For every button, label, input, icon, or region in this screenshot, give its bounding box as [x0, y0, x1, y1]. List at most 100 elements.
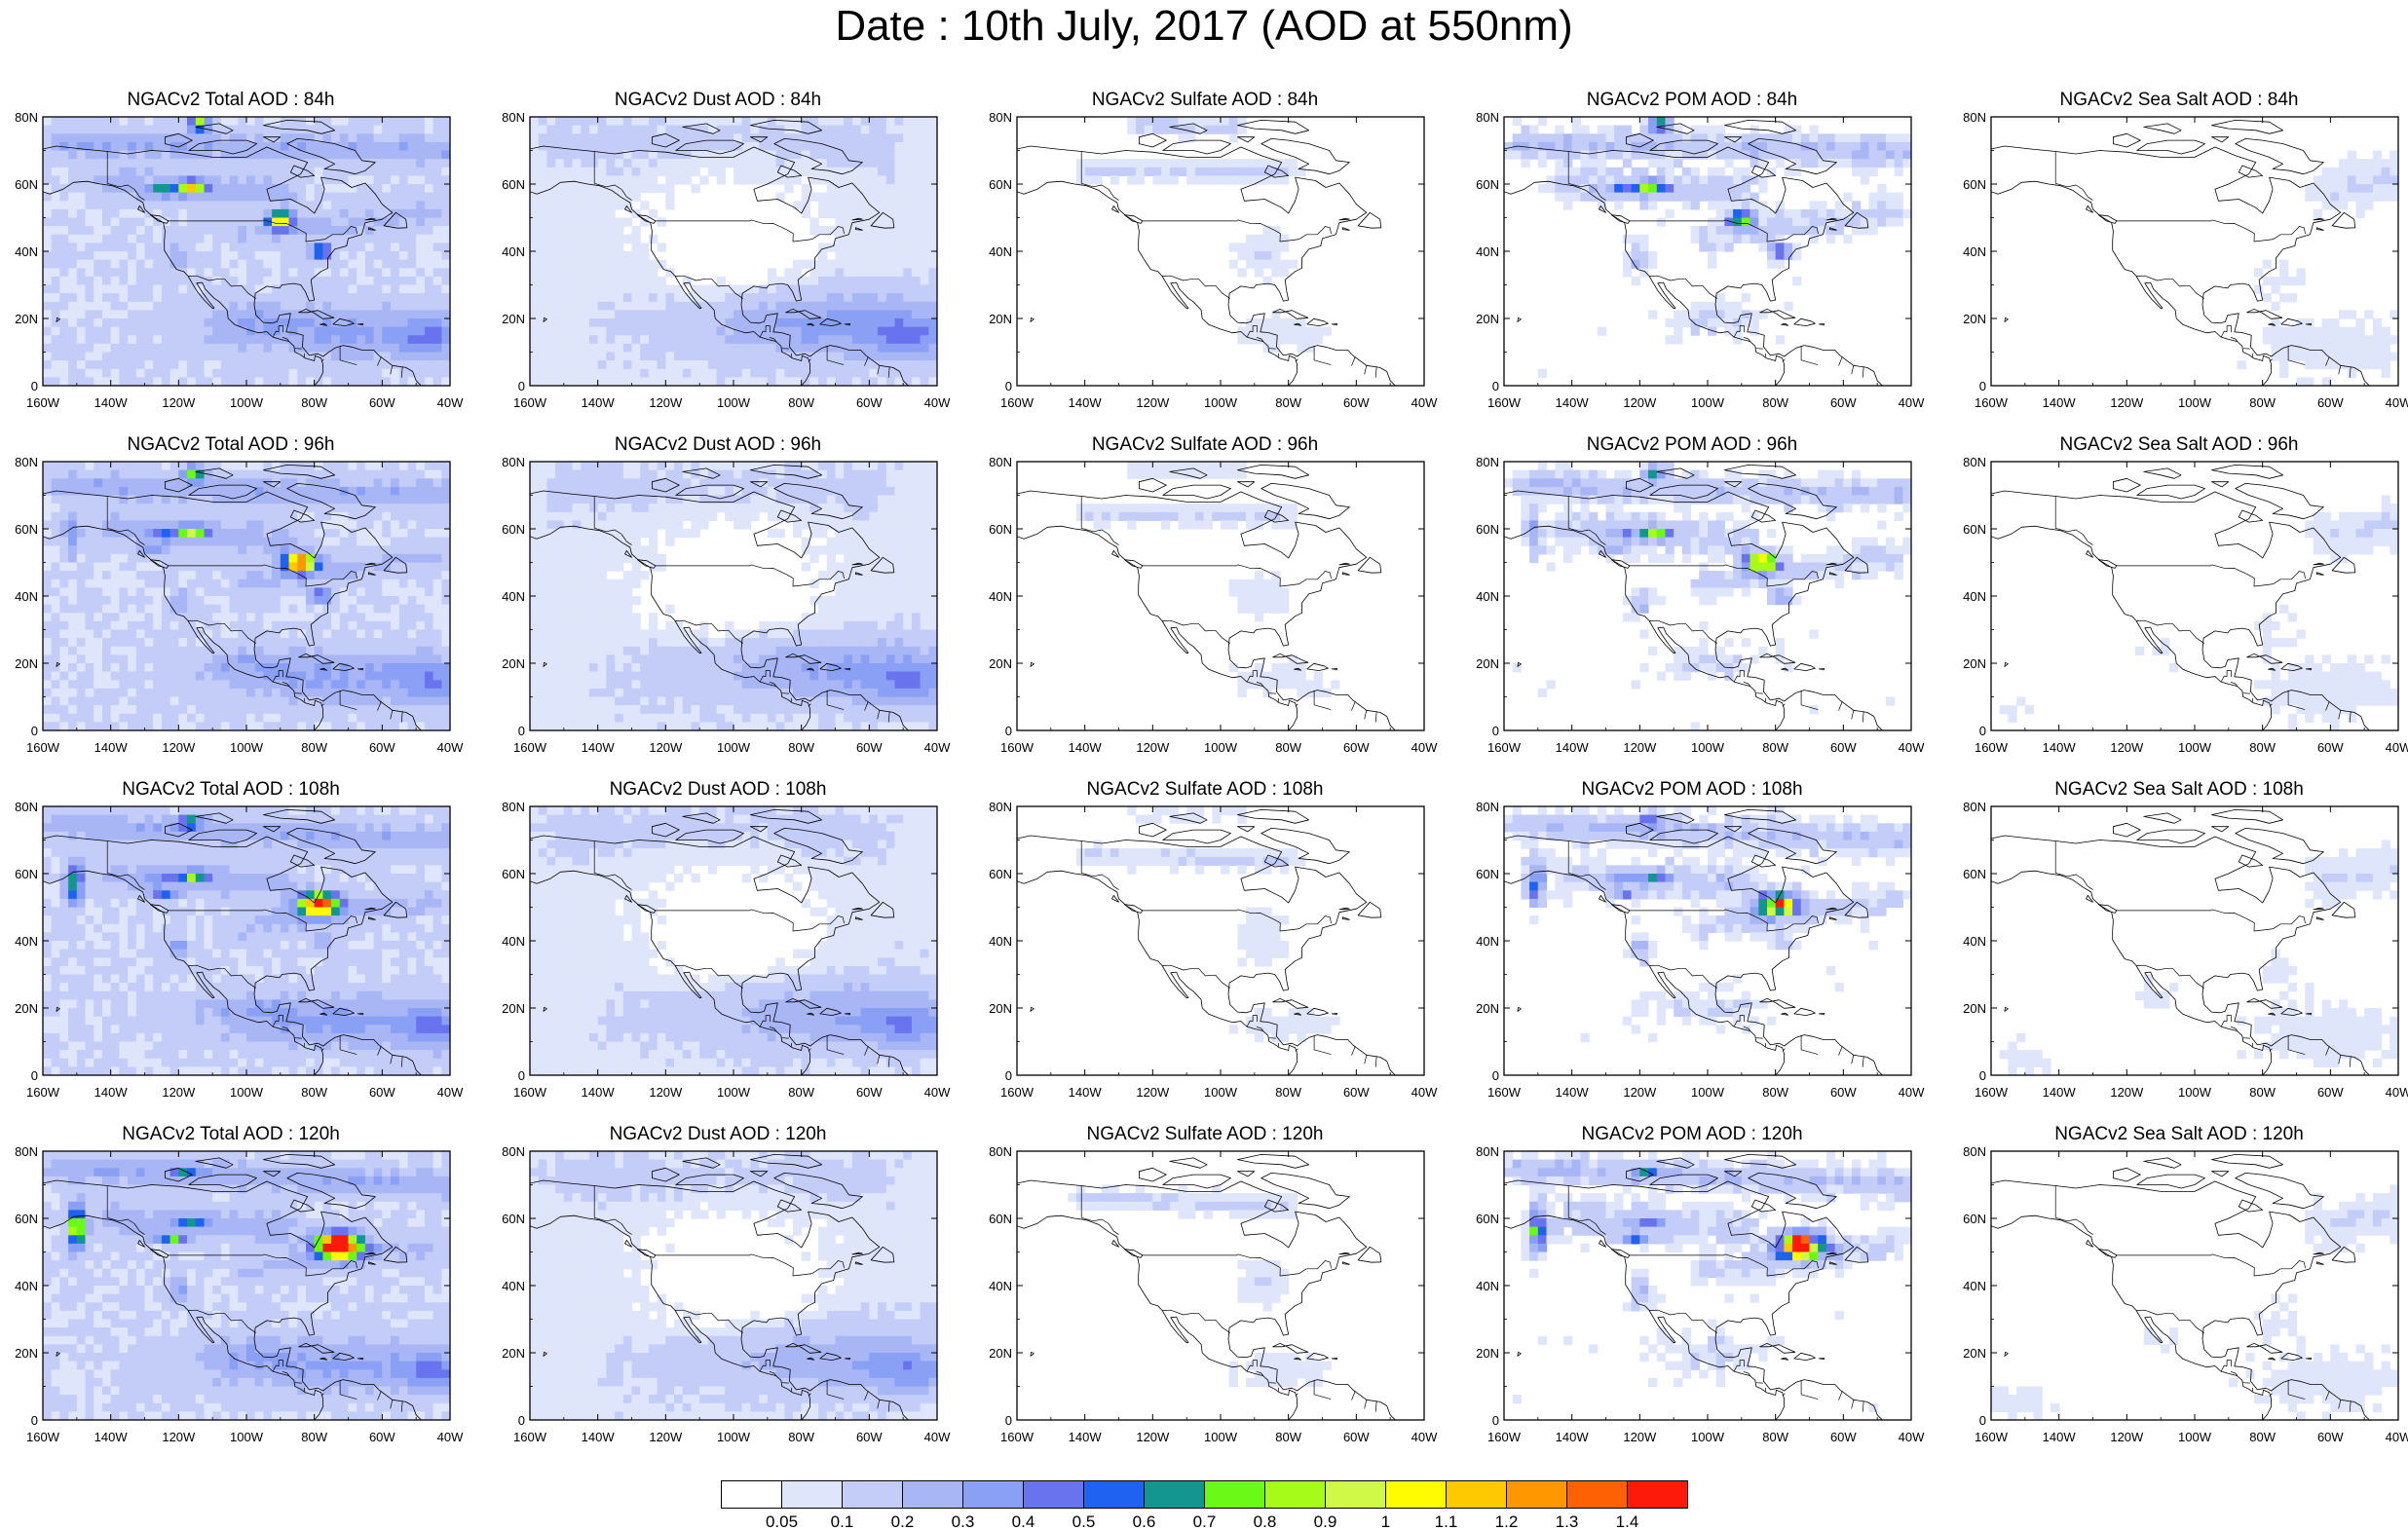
x-tick-label: 160W [1000, 740, 1035, 755]
x-tick-label: 100W [717, 1430, 751, 1444]
x-tick-label: 100W [230, 1430, 264, 1444]
x-tick-label: 80W [788, 1430, 814, 1444]
y-tick-label: 80N [1476, 455, 1499, 469]
x-tick-label: 40W [2386, 395, 2408, 410]
y-tick-label: 40N [989, 1279, 1012, 1293]
y-tick-label: 40N [1476, 1279, 1499, 1293]
axis-ticks: 160W 140W 120W 100W 80W 60W 40W 80N 60N 40N 20N 0 [15, 455, 464, 755]
x-tick-label: 140W [94, 395, 129, 410]
x-tick-label: 100W [230, 1085, 264, 1100]
y-tick-label: 0 [1979, 1413, 1986, 1428]
y-tick-label: 0 [1005, 1413, 1012, 1428]
x-tick-label: 80W [1275, 1085, 1301, 1100]
x-tick-label: 100W [1204, 395, 1238, 410]
y-tick-label: 20N [15, 1001, 38, 1016]
coastlines [1017, 1154, 1396, 1420]
y-tick-label: 60N [502, 867, 525, 881]
x-tick-label: 100W [2178, 395, 2212, 410]
aod-map: 160W 140W 120W 100W 80W 60W 40W 80N 60N 40N 20N 0 [989, 455, 1438, 755]
x-tick-label: 160W [1000, 1085, 1035, 1100]
y-tick-label: 60N [1476, 1212, 1499, 1226]
map-panel: NGACv2 Dust AOD : 120h 160W 140W 120W 100W 80… [489, 1124, 951, 1444]
coastlines [43, 1154, 422, 1420]
panel-title: NGACv2 Dust AOD : 96h [614, 434, 822, 455]
y-tick-label: 20N [1476, 1001, 1499, 1016]
aod-field [43, 1151, 450, 1420]
x-tick-label: 160W [1975, 1085, 2009, 1100]
axis-ticks: 160W 140W 120W 100W 80W 60W 40W 80N 60N 40N 20N 0 [1963, 455, 2408, 755]
x-tick-label: 120W [1136, 1430, 1170, 1444]
y-tick-label: 80N [989, 455, 1012, 469]
x-tick-label: 120W [649, 740, 683, 755]
y-tick-label: 40N [1476, 934, 1499, 949]
y-tick-label: 40N [1963, 589, 1986, 604]
aod-field [43, 806, 450, 1075]
y-tick-label: 40N [15, 1279, 38, 1293]
x-tick-label: 140W [582, 395, 616, 410]
x-tick-label: 100W [717, 740, 751, 755]
colorbar-swatch [1566, 1480, 1628, 1509]
x-tick-label: 100W [230, 740, 264, 755]
colorbar-swatch [1506, 1480, 1567, 1509]
y-tick-label: 20N [1963, 656, 1986, 671]
y-tick-label: 20N [502, 1001, 525, 1016]
aod-field [1991, 1184, 2398, 1420]
x-tick-label: 80W [1762, 1085, 1788, 1100]
y-tick-label: 80N [989, 1144, 1012, 1159]
y-tick-label: 40N [989, 589, 1012, 604]
panel-title: NGACv2 Dust AOD : 108h [609, 779, 827, 800]
x-tick-label: 120W [2110, 1430, 2144, 1444]
x-tick-label: 40W [1899, 395, 1925, 410]
colorbar-label: 0.5 [1072, 1512, 1096, 1531]
x-tick-label: 120W [162, 1085, 196, 1100]
panel-title: NGACv2 Total AOD : 96h [127, 434, 335, 455]
x-tick-label: 160W [26, 740, 60, 755]
x-tick-label: 60W [2317, 1085, 2344, 1100]
axis-ticks: 160W 140W 120W 100W 80W 60W 40W 80N 60N 40N 20N 0 [502, 1144, 951, 1444]
x-tick-label: 140W [94, 1085, 129, 1100]
map-panel: NGACv2 POM AOD : 96h 160W 140W 120W 100W 80W 6… [1463, 434, 1925, 755]
y-tick-label: 60N [989, 522, 1012, 537]
y-tick-label: 40N [15, 589, 38, 604]
y-tick-label: 60N [502, 177, 525, 192]
y-tick-label: 20N [989, 656, 1012, 671]
x-tick-label: 80W [1762, 1430, 1788, 1444]
x-tick-label: 60W [1830, 395, 1857, 410]
x-tick-label: 80W [2249, 1085, 2276, 1100]
x-tick-label: 120W [162, 740, 196, 755]
y-tick-label: 0 [1492, 1413, 1499, 1428]
coastlines [1017, 809, 1396, 1075]
aod-map: 160W 140W 120W 100W 80W 60W 40W 80N 60N 40N 20N 0 [502, 1144, 951, 1444]
coastlines [530, 465, 909, 730]
y-tick-label: 40N [1476, 589, 1499, 604]
x-tick-label: 100W [1691, 740, 1725, 755]
panel-title: NGACv2 Sulfate AOD : 108h [1086, 779, 1324, 800]
x-tick-label: 160W [513, 740, 547, 755]
y-tick-label: 0 [1979, 1068, 1986, 1083]
y-tick-label: 80N [989, 800, 1012, 814]
x-tick-label: 140W [1069, 740, 1103, 755]
y-tick-label: 20N [502, 1346, 525, 1361]
x-tick-label: 160W [1975, 395, 2009, 410]
y-tick-label: 20N [1476, 656, 1499, 671]
panel-title: NGACv2 Sulfate AOD : 84h [1091, 90, 1319, 110]
x-tick-label: 60W [856, 1085, 883, 1100]
figure-title: Date : 10th July, 2017 (AOD at 550nm) [835, 2, 1573, 50]
x-tick-label: 120W [2110, 395, 2144, 410]
axis-ticks: 160W 140W 120W 100W 80W 60W 40W 80N 60N 40N 20N 0 [502, 455, 951, 755]
axis-ticks: 160W 140W 120W 100W 80W 60W 40W 80N 60N 40N 20N 0 [1963, 110, 2408, 410]
aod-field [1068, 1184, 1332, 1388]
aod-map: 160W 140W 120W 100W 80W 60W 40W 80N 60N 40N 20N 0 [502, 455, 951, 755]
y-tick-label: 80N [1476, 110, 1499, 125]
y-tick-label: 60N [989, 867, 1012, 881]
y-tick-label: 80N [15, 1144, 38, 1159]
x-tick-label: 160W [1487, 740, 1522, 755]
panel-title: NGACv2 Sulfate AOD : 96h [1091, 434, 1319, 455]
y-tick-label: 60N [15, 1212, 38, 1226]
y-tick-label: 0 [518, 724, 525, 738]
coastlines [1991, 809, 2370, 1075]
x-tick-label: 100W [717, 1085, 751, 1100]
x-tick-label: 160W [26, 1085, 60, 1100]
x-tick-label: 60W [1343, 1085, 1370, 1100]
y-tick-label: 0 [518, 379, 525, 393]
